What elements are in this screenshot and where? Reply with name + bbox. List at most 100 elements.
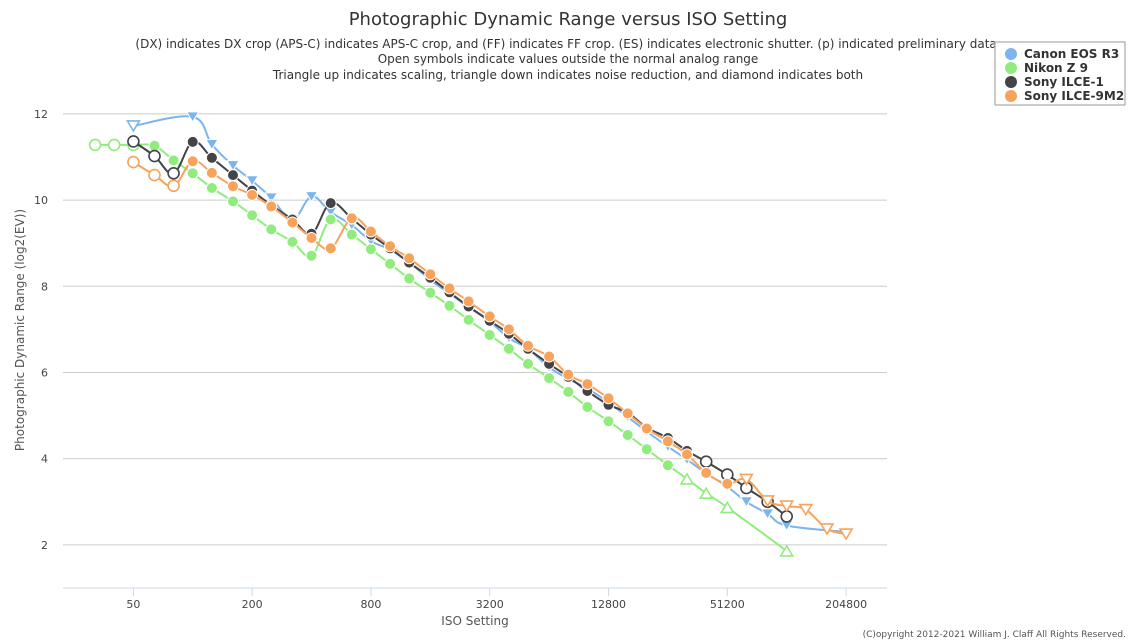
data-point-circle: [443, 299, 456, 312]
data-point-circle: [483, 310, 496, 323]
data-point-circle: [621, 407, 634, 420]
data-point-circle: [640, 443, 653, 456]
series-1: [88, 138, 795, 557]
data-point-circle: [167, 154, 180, 167]
data-point-circle: [205, 182, 218, 194]
data-point-circle: [681, 448, 693, 461]
data-point-circle: [227, 195, 239, 208]
data-point-circle: [107, 138, 121, 152]
data-point-circle: [403, 272, 416, 285]
data-point-circle: [424, 268, 437, 281]
data-point-circle: [345, 228, 358, 241]
data-point-circle: [502, 342, 515, 355]
data-point-triangle-down: [760, 508, 775, 520]
data-point-circle: [324, 242, 337, 255]
y-tick-label: 12: [34, 108, 48, 121]
data-point-triangle-up: [779, 544, 795, 557]
data-point-circle: [543, 372, 556, 385]
data-point-circle: [246, 209, 259, 222]
data-point-circle: [127, 155, 140, 169]
data-point-circle: [186, 167, 199, 180]
axes: 2 4 6 8 10 12 50 200 800 3200 12800 51200 204800: [34, 108, 887, 611]
y-tick-label: 6: [41, 366, 48, 379]
data-point-circle: [305, 232, 318, 244]
data-point-triangle-down: [205, 139, 219, 151]
data-point-circle: [384, 240, 397, 253]
data-point-circle: [483, 329, 496, 341]
series-3: [127, 155, 854, 541]
chart-subtitle-line-1: (DX) indicates DX crop (APS-C) indicates…: [135, 37, 1000, 51]
data-point-circle: [148, 149, 161, 163]
data-point-triangle-down: [798, 503, 814, 517]
data-point-circle: [699, 455, 713, 469]
data-point-circle: [186, 135, 199, 148]
data-point-circle: [205, 151, 218, 164]
data-point-triangle-down: [245, 175, 259, 187]
data-point-triangle-down: [264, 192, 279, 204]
data-point-circle: [621, 429, 634, 441]
chart-subtitle-line-2: Open symbols indicate values outside the…: [378, 52, 759, 66]
data-point-circle: [324, 197, 337, 210]
data-point-circle: [286, 235, 299, 248]
y-tick-label: 10: [34, 194, 48, 207]
data-point-circle: [602, 415, 615, 428]
data-point-triangle-up: [698, 486, 714, 500]
data-point-circle: [205, 166, 218, 179]
data-point-circle: [424, 286, 437, 299]
legend-marker: [1005, 62, 1017, 74]
legend-marker: [1005, 76, 1017, 88]
chart-title: Photographic Dynamic Range versus ISO Se…: [349, 9, 788, 30]
x-tick-label: 3200: [476, 598, 504, 611]
data-point-triangle-down: [226, 160, 240, 172]
data-point-circle: [543, 350, 556, 363]
data-point-triangle-down: [779, 500, 795, 513]
x-tick-label: 12800: [591, 598, 626, 611]
legend-label: Nikon Z 9: [1024, 61, 1088, 75]
legend-label: Sony ILCE-9M2: [1024, 89, 1124, 103]
data-point-triangle-down: [819, 523, 835, 536]
legend-marker: [1005, 48, 1017, 60]
x-axis-title: ISO Setting: [441, 614, 508, 628]
data-point-circle: [364, 243, 377, 256]
legend-marker: [1005, 90, 1017, 102]
data-point-circle: [562, 385, 575, 398]
grid-lines: [63, 113, 887, 546]
data-point-circle: [305, 249, 318, 262]
copyright-credit: (C)opyright 2012-2021 William J. Claff A…: [863, 630, 1126, 640]
data-point-triangle-down: [838, 528, 854, 541]
chart-subtitle-line-3: Triangle up indicates scaling, triangle …: [272, 68, 863, 82]
data-point-triangle-down: [739, 496, 754, 508]
y-axis-title: Photographic Dynamic Range (log2(EV)): [13, 209, 27, 451]
data-point-triangle-up: [679, 472, 695, 485]
legend-label: Sony ILCE-1: [1024, 75, 1104, 89]
data-point-circle: [403, 252, 416, 265]
data-point-circle: [522, 357, 534, 370]
data-point-triangle-down: [125, 120, 141, 133]
data-point-circle: [345, 212, 358, 225]
data-point-circle: [148, 139, 161, 152]
data-point-circle: [562, 368, 575, 381]
data-point-triangle-down: [185, 111, 200, 123]
x-tick-label: 51200: [710, 598, 745, 611]
data-point-circle: [443, 282, 456, 295]
data-point-circle: [148, 168, 161, 182]
data-point-circle: [721, 477, 734, 490]
data-point-circle: [265, 200, 278, 213]
series-line: [132, 159, 847, 536]
data-point-circle: [581, 401, 594, 413]
data-point-circle: [640, 422, 653, 435]
data-point-triangle-down: [304, 191, 319, 203]
series-layer: [88, 111, 854, 557]
data-point-triangle-down: [760, 495, 776, 508]
data-point-circle: [227, 169, 239, 182]
data-point-circle: [581, 378, 594, 391]
x-tick-label: 50: [126, 598, 140, 611]
data-point-triangle-down: [738, 473, 754, 486]
data-point-circle: [186, 155, 199, 168]
data-point-circle: [661, 435, 674, 448]
data-point-circle: [246, 188, 259, 201]
data-point-circle: [127, 135, 140, 148]
data-point-circle: [167, 179, 180, 193]
data-point-circle: [462, 313, 475, 326]
